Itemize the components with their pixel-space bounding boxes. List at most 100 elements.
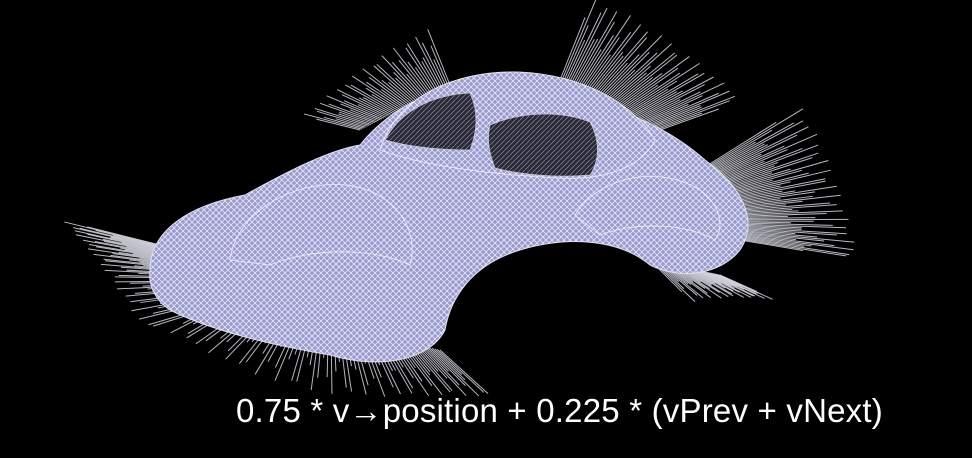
normal-spike (564, 39, 586, 83)
normal-spike (629, 73, 699, 116)
normal-spike (381, 89, 407, 108)
normal-spike (87, 226, 161, 246)
normal-spike (596, 54, 640, 99)
normal-spike (610, 52, 675, 106)
normal-spike (407, 61, 433, 95)
formula-caption: 0.75 * v→position + 0.225 * (vPrev + vNe… (236, 392, 883, 429)
normal-spike (704, 126, 809, 179)
normal-spike (647, 92, 719, 125)
normal-spike (393, 71, 421, 101)
rear-fender (574, 176, 721, 241)
normal-spike (634, 90, 683, 118)
normal-spike (418, 344, 467, 397)
normal-spike (571, 38, 599, 87)
normal-spike (593, 37, 648, 98)
normal-spike (641, 91, 701, 122)
normal-spike (636, 76, 714, 119)
normal-spike (349, 109, 379, 122)
normal-spike (437, 349, 485, 393)
normal-spike (421, 345, 460, 386)
normal-spike (429, 347, 480, 397)
normal-spike (426, 346, 466, 387)
normal-spike (335, 118, 366, 128)
normal-spike (702, 122, 795, 175)
normal-spike (739, 239, 804, 251)
normal-spike (566, 12, 602, 84)
normal-spike (603, 52, 658, 103)
normal-spike (617, 56, 690, 110)
normal-spike (583, 54, 611, 93)
normal-spike (619, 67, 679, 111)
normal-spike (323, 116, 364, 129)
normal-spike (630, 72, 705, 117)
side-window (488, 113, 598, 177)
normal-spike (340, 103, 381, 121)
normal-spike (642, 82, 725, 122)
normal-spike (574, 21, 615, 88)
front-fender (229, 184, 413, 266)
normal-spike (316, 118, 361, 131)
normal-spike (702, 120, 804, 176)
normal-spike (591, 31, 648, 97)
normal-spike (649, 90, 730, 126)
normal-spike (579, 15, 631, 91)
normal-spike (656, 100, 730, 129)
normal-spike (392, 47, 431, 96)
normal-spike (376, 63, 418, 102)
normal-spike (415, 67, 434, 94)
normal-spike (736, 233, 835, 247)
normal-spike (737, 235, 812, 247)
normal-spike (352, 75, 403, 110)
normal-spike (303, 113, 362, 130)
normal-spike (562, 25, 589, 82)
normal-spike (341, 94, 388, 117)
normal-spike (362, 68, 410, 106)
normal-spike (373, 65, 416, 103)
normal-spike (381, 55, 423, 100)
normal-spike (586, 24, 642, 94)
normal-spike (326, 95, 383, 120)
normal-spike (658, 112, 703, 130)
normal-spike (406, 73, 427, 98)
normal-spike (74, 230, 170, 252)
normal-spike (573, 11, 618, 88)
normal-spike (734, 230, 855, 243)
normal-spike (569, 39, 595, 86)
normal-spike (615, 72, 663, 109)
normal-spike (112, 234, 164, 248)
normal-spike (735, 231, 825, 242)
normal-spike (733, 227, 837, 236)
normal-spike (576, 49, 602, 89)
normal-spike (427, 29, 451, 86)
normal-spike (706, 133, 818, 183)
normal-spike (336, 89, 390, 116)
normal-spike (568, 7, 608, 85)
normal-spike (345, 84, 396, 113)
normal-spike (653, 106, 702, 128)
normal-spike (578, 35, 614, 90)
normal-spike (598, 35, 663, 100)
normal-spike (659, 108, 719, 131)
normal-spike (561, 0, 597, 82)
normal-spike (395, 77, 420, 101)
normal-spike (362, 96, 394, 114)
normal-spike (73, 227, 166, 250)
normal-spike (613, 76, 654, 108)
normal-spike (559, 17, 586, 81)
normal-spike (381, 79, 412, 105)
normal-spike (406, 43, 438, 92)
normal-spike (423, 345, 449, 372)
normal-spike (343, 100, 385, 119)
normal-spike (350, 84, 397, 113)
normal-spike (627, 88, 669, 115)
normal-spike (699, 121, 777, 171)
normal-spike (433, 59, 447, 88)
normal-spike (607, 65, 651, 105)
normal-spike (79, 227, 165, 249)
normal-spike (639, 98, 681, 121)
normal-spike (605, 43, 673, 104)
normal-spike (328, 103, 377, 123)
normal-spike (700, 108, 804, 172)
